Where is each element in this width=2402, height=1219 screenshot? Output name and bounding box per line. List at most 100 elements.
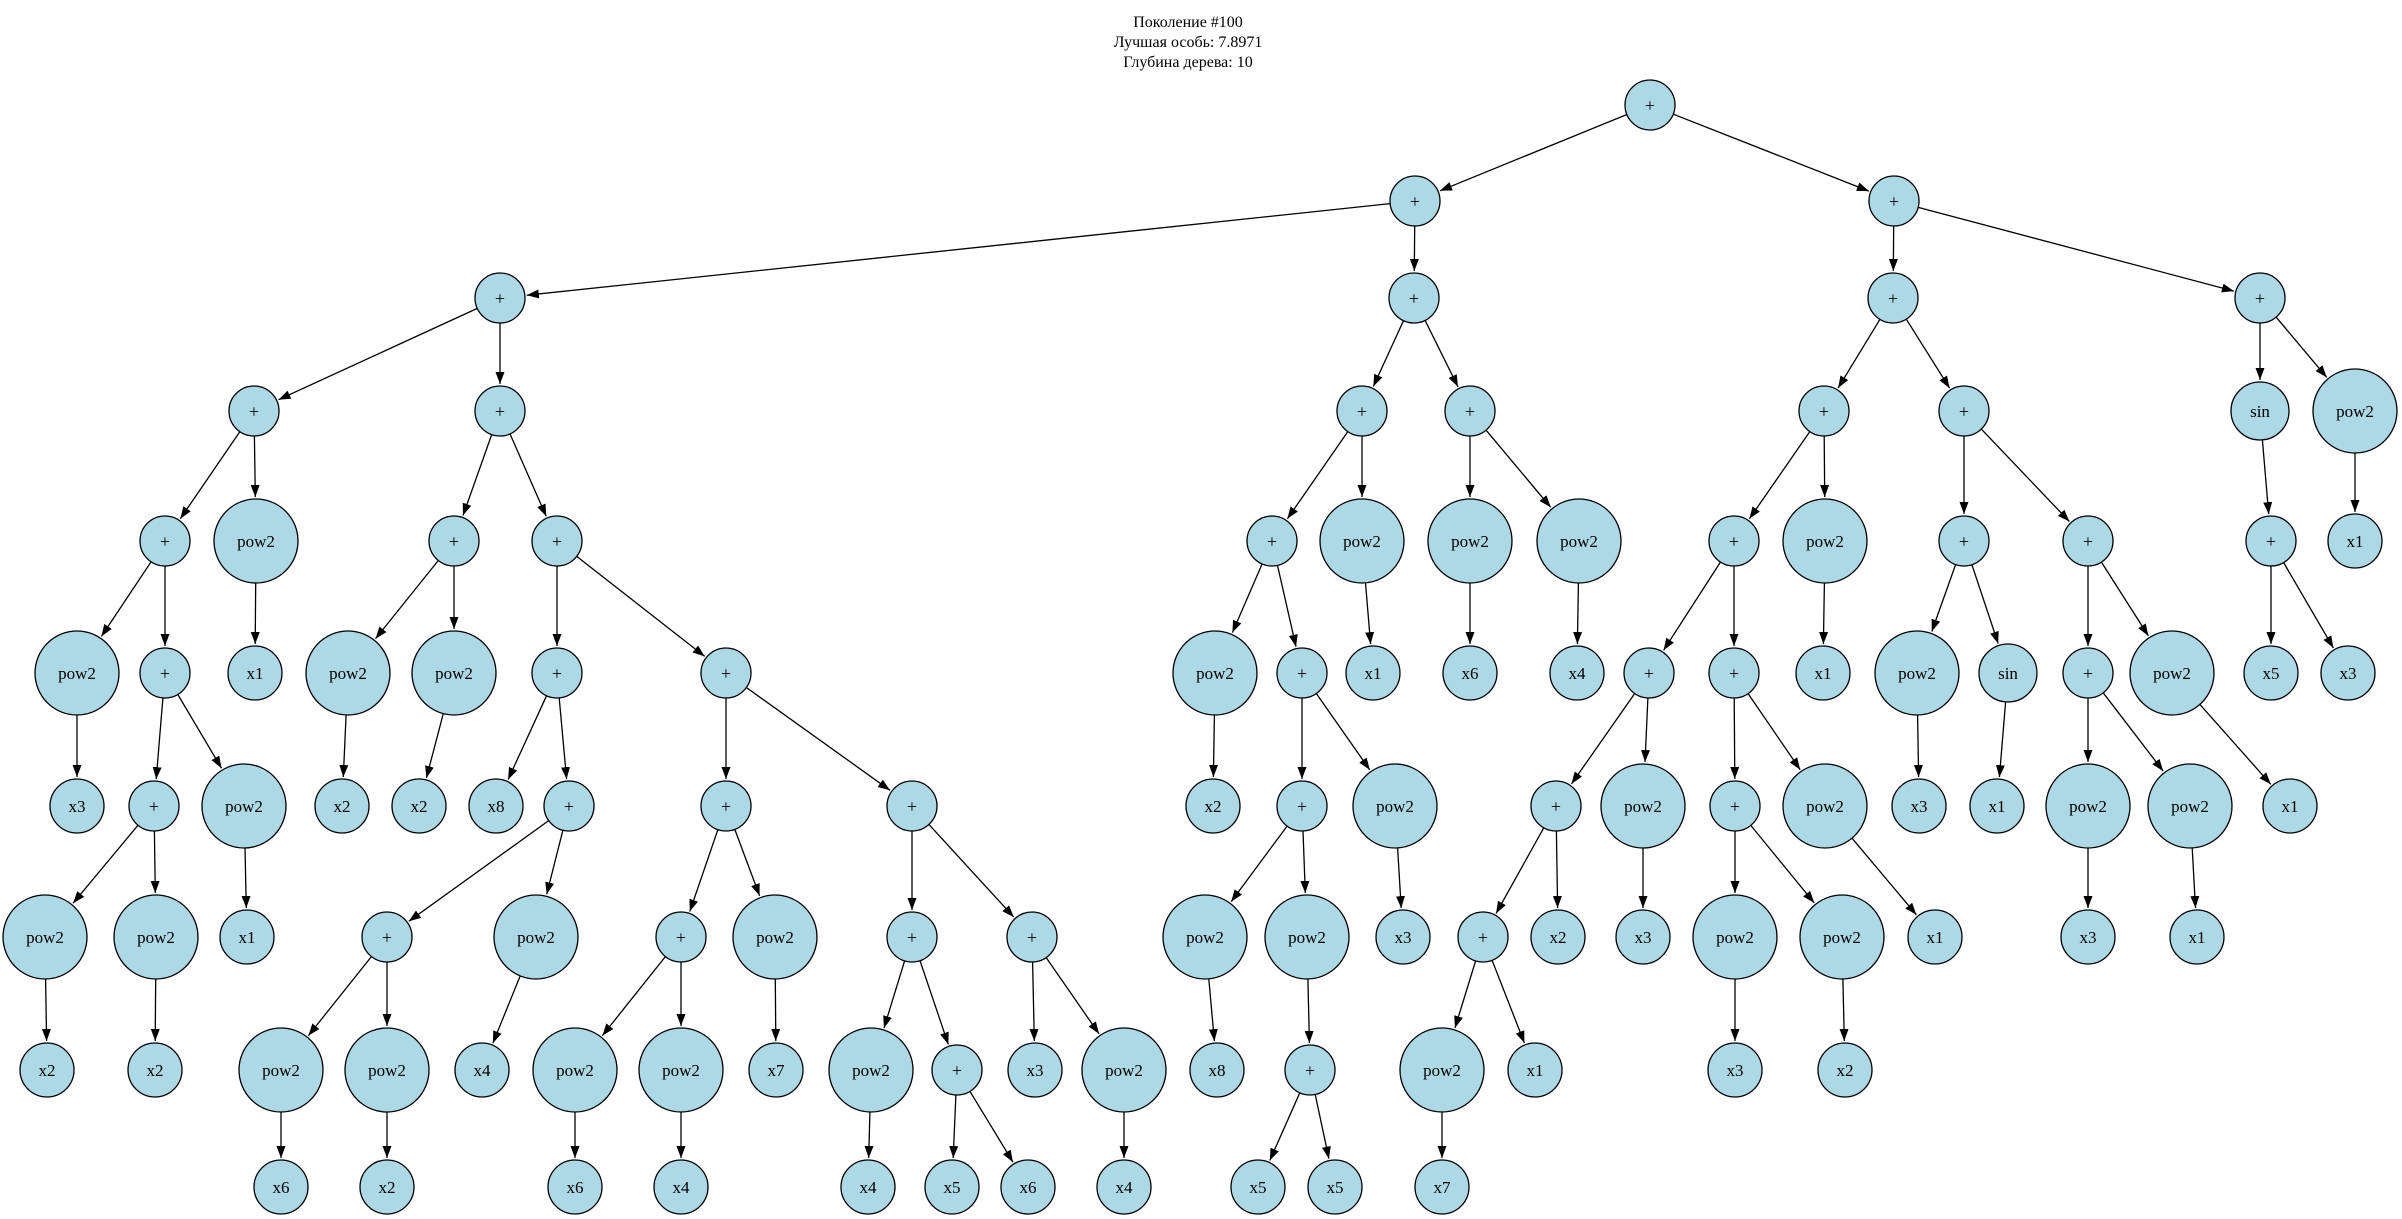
node-circle bbox=[2060, 909, 2116, 965]
tree-node-pow2: pow2 bbox=[1162, 894, 1248, 980]
tree-edge bbox=[1552, 830, 1562, 909]
node-circle bbox=[359, 1159, 415, 1215]
tree-node-sin: sin bbox=[1978, 643, 2038, 703]
tree-node-pow2: pow2 bbox=[201, 763, 287, 849]
node-circle bbox=[201, 763, 287, 849]
tree-edge bbox=[928, 823, 1015, 918]
node-label: + bbox=[160, 531, 170, 551]
node-label: + bbox=[1305, 1060, 1315, 1080]
node-label: x4 bbox=[1569, 664, 1587, 683]
tree-node-plus: + bbox=[1709, 780, 1761, 832]
node-circle bbox=[253, 1159, 309, 1215]
node-label: pow2 bbox=[1898, 664, 1936, 683]
node-circle bbox=[2147, 763, 2233, 849]
tree-edges-layer bbox=[41, 113, 2360, 1163]
node-circle bbox=[543, 780, 595, 832]
tree-edge bbox=[1839, 978, 1849, 1042]
tree-edge bbox=[150, 830, 160, 894]
tree-node-x5: x5 bbox=[1307, 1159, 1363, 1215]
node-label: pow2 bbox=[1560, 532, 1598, 551]
node-label: pow2 bbox=[517, 928, 555, 947]
node-circle bbox=[139, 647, 191, 699]
node-circle bbox=[2243, 645, 2299, 701]
node-circle bbox=[2062, 647, 2114, 699]
node-label: x1 bbox=[239, 928, 256, 947]
node-label: pow2 bbox=[237, 532, 275, 551]
tree-node-x2: x2 bbox=[1530, 909, 1586, 965]
tree-edge bbox=[72, 824, 139, 904]
node-label: x5 bbox=[2263, 664, 2280, 683]
tree-node-x1: x1 bbox=[1345, 645, 1401, 701]
tree-node-plus: + bbox=[886, 911, 938, 963]
tree-node-x4: x4 bbox=[454, 1042, 510, 1098]
tree-edge bbox=[1286, 431, 1349, 520]
tree-edge bbox=[2190, 847, 2200, 909]
tree-node-plus: + bbox=[2234, 272, 2286, 324]
node-circle bbox=[2234, 272, 2286, 324]
tree-node-x1: x1 bbox=[2169, 909, 2225, 965]
node-circle bbox=[1375, 909, 1431, 965]
tree-node-pow2: pow2 bbox=[1264, 894, 1350, 980]
node-circle bbox=[1798, 385, 1850, 437]
tree-edge bbox=[100, 561, 152, 637]
tree-node-plus: + bbox=[2062, 647, 2114, 699]
node-circle bbox=[931, 1044, 983, 1096]
node-circle bbox=[748, 1042, 804, 1098]
tree-node-plus: + bbox=[1798, 385, 1850, 437]
tree-node-x1: x1 bbox=[2327, 513, 2383, 569]
tree-node-pow2: pow2 bbox=[2312, 368, 2398, 454]
node-circle bbox=[1307, 1159, 1363, 1215]
node-label: x3 bbox=[1027, 1061, 1044, 1080]
node-label: pow2 bbox=[1376, 797, 1414, 816]
tree-edge bbox=[1673, 113, 1870, 192]
tree-edge bbox=[545, 830, 564, 895]
tree-edge bbox=[1748, 431, 1811, 520]
node-circle bbox=[1709, 780, 1761, 832]
tree-node-pow2: pow2 bbox=[2129, 630, 2215, 716]
tree-node-pow2: pow2 bbox=[344, 1027, 430, 1113]
tree-node-plus: + bbox=[1389, 175, 1441, 227]
node-label: + bbox=[676, 927, 686, 947]
node-circle bbox=[2262, 778, 2318, 834]
node-circle bbox=[1549, 645, 1605, 701]
tree-edge bbox=[1931, 564, 1957, 632]
node-circle bbox=[1276, 780, 1328, 832]
tree-node-x5: x5 bbox=[2243, 645, 2299, 701]
tree-edge bbox=[41, 978, 51, 1042]
node-circle bbox=[2245, 515, 2297, 567]
tree-edge bbox=[1913, 714, 1923, 778]
node-circle bbox=[1345, 645, 1401, 701]
node-circle bbox=[1907, 909, 1963, 965]
tree-edge bbox=[1230, 825, 1288, 902]
tree-edge bbox=[408, 820, 550, 922]
tree-edge bbox=[2102, 692, 2164, 772]
tree-node-pow2: pow2 bbox=[1799, 894, 1885, 980]
node-label: + bbox=[2255, 288, 2265, 308]
node-circle bbox=[732, 894, 818, 980]
node-label: + bbox=[564, 796, 574, 816]
node-label: pow2 bbox=[662, 1061, 700, 1080]
tree-edge bbox=[1837, 318, 1881, 389]
node-circle bbox=[428, 515, 480, 567]
node-circle bbox=[1172, 630, 1258, 716]
node-circle bbox=[1782, 763, 1868, 849]
tree-edge bbox=[1819, 582, 1829, 645]
tree-node-pow2: pow2 bbox=[238, 1027, 324, 1113]
node-circle bbox=[924, 1159, 980, 1215]
tree-node-plus: + bbox=[1708, 647, 1760, 699]
node-label: pow2 bbox=[1288, 928, 1326, 947]
tree-node-x3: x3 bbox=[1707, 1042, 1763, 1098]
tree-edge bbox=[462, 434, 493, 516]
tree-edge bbox=[241, 847, 251, 909]
node-circle bbox=[1708, 515, 1760, 567]
tree-edge bbox=[883, 960, 906, 1029]
tree-node-x5: x5 bbox=[924, 1159, 980, 1215]
tree-node-x4: x4 bbox=[840, 1159, 896, 1215]
node-label: + bbox=[1465, 401, 1475, 421]
tree-node-pow2: pow2 bbox=[532, 1027, 618, 1113]
tree-node-pow2: pow2 bbox=[732, 894, 818, 980]
node-label: + bbox=[1959, 401, 1969, 421]
node-circle bbox=[655, 911, 707, 963]
